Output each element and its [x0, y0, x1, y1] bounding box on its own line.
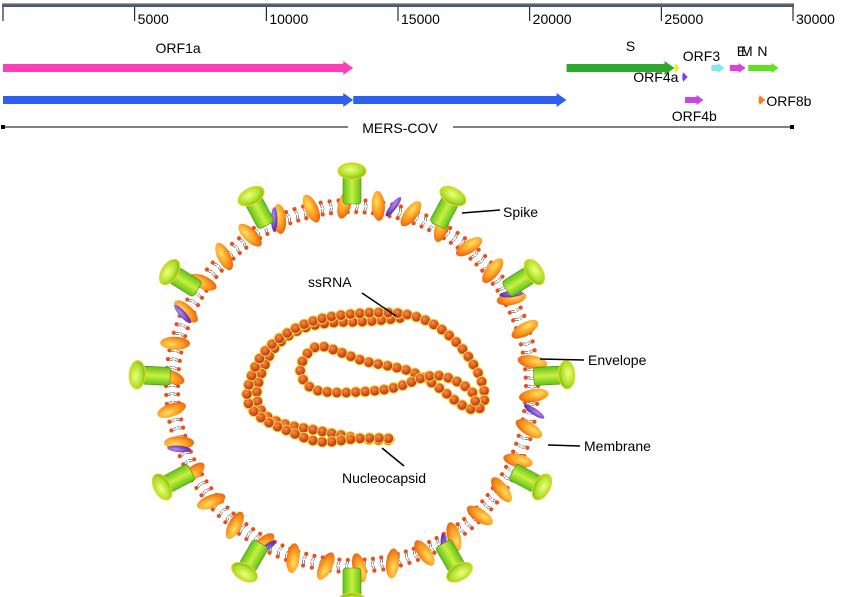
gene-arrow-orf3	[674, 63, 680, 73]
gene-arrow-orf4b	[685, 95, 704, 105]
spike-protein	[237, 185, 274, 229]
gene-arrow-orf1b-b	[353, 93, 567, 107]
spike-protein	[509, 464, 553, 501]
gene-label-m: M	[741, 43, 753, 59]
gene-arrow-orf1a	[3, 61, 354, 75]
spike-protein	[436, 539, 473, 583]
membrane-protein	[518, 388, 549, 403]
nucleocapsid-label: Nucleocapsid	[342, 470, 426, 486]
genome-map: 5000 10000 15000 20000 25000 30000 ORF1a S ORF3…	[1, 3, 835, 136]
membrane-label: Membrane	[584, 438, 651, 454]
membrane-protein	[215, 242, 233, 271]
genome-axis-ticks: 5000 10000 15000 20000 25000 30000	[2, 7, 835, 27]
genome-label: MERS-COV	[362, 120, 438, 136]
spike-label: Spike	[503, 204, 538, 220]
gene-arrow-e	[711, 63, 725, 73]
axis-tick-label: 30000	[796, 11, 835, 27]
membrane-protein	[517, 355, 548, 369]
membrane-protein	[385, 548, 400, 579]
envelope-protein	[167, 445, 192, 453]
nucleocapsid-beads	[241, 306, 491, 448]
spike-protein	[231, 539, 268, 583]
membrane-proteins	[128, 162, 576, 597]
membrane-protein	[371, 190, 385, 221]
gene-arrow-s	[566, 61, 675, 75]
gene-label-s: S	[626, 38, 635, 54]
membrane-protein	[238, 223, 262, 247]
envelope-callout: Envelope	[539, 352, 647, 368]
membrane-protein	[225, 511, 244, 539]
membrane-protein	[316, 552, 335, 580]
envelope-label: Envelope	[588, 352, 647, 368]
membrane-protein	[400, 201, 422, 227]
membrane-protein	[491, 477, 512, 503]
axis-tick-label: 25000	[664, 11, 703, 27]
envelope-protein	[523, 404, 545, 419]
spike-protein	[533, 360, 576, 390]
gene-label-orf4a: ORF4a	[633, 69, 678, 85]
membrane-protein	[482, 258, 504, 283]
genome-ruler-bar-highlight	[2, 3, 794, 5]
axis-tick-label: 20000	[533, 11, 572, 27]
gene-label-e: E	[737, 43, 746, 59]
membrane-protein	[414, 540, 435, 566]
gene-arrow-orf4a	[682, 72, 688, 82]
gene-arrow-orf8b	[758, 95, 766, 105]
spike-callout: Spike	[461, 204, 538, 220]
envelope-protein	[385, 197, 402, 217]
spike-protein	[430, 185, 467, 229]
gene-label-orf8b: ORF8b	[766, 93, 811, 109]
virion-diagram: Spike Envelope Membrane ssRNA Nucleocaps…	[128, 162, 651, 597]
spike-protein	[159, 258, 202, 297]
membrane-protein	[286, 543, 300, 574]
nucleocapsid-callout: Nucleocapsid	[342, 447, 426, 486]
membrane-protein	[515, 419, 543, 439]
membrane-protein	[160, 336, 191, 350]
membrane-protein	[197, 493, 226, 510]
genome-ruler-bar	[2, 3, 794, 7]
spike-protein	[337, 162, 367, 205]
envelope-protein	[271, 207, 278, 232]
spike-protein	[151, 464, 195, 501]
membrane-protein	[455, 237, 483, 257]
genome-gene-labels: ORF1a S ORF3 ORF4a ORF4b EM N ORF8b	[156, 38, 812, 124]
spike-protein	[128, 360, 171, 390]
gene-arrow-m	[729, 63, 746, 73]
membrane-protein	[503, 453, 533, 468]
membrane-protein	[511, 319, 539, 339]
ssrna-label: ssRNA	[308, 274, 352, 290]
axis-tick-label: 15000	[401, 11, 440, 27]
genome-genes	[3, 61, 779, 107]
spike-protein	[339, 567, 365, 597]
gene-arrow-orf1b-a	[3, 93, 354, 107]
membrane-protein	[466, 505, 493, 526]
membrane-protein	[302, 194, 321, 223]
genome-length-line	[1, 125, 794, 129]
gene-label-n: N	[757, 43, 767, 59]
axis-tick-label: 10000	[269, 11, 308, 27]
membrane-protein	[157, 402, 186, 418]
gene-arrow-n	[748, 63, 779, 73]
gene-label-orf1a: ORF1a	[156, 40, 201, 56]
gene-label-orf4b: ORF4b	[672, 108, 717, 124]
membrane-protein	[174, 300, 198, 323]
ssrna-callout: ssRNA	[308, 274, 397, 317]
nucleocapsid-ssrna	[241, 306, 491, 448]
membrane-callout: Membrane	[547, 438, 651, 454]
axis-tick-label: 5000	[138, 11, 169, 27]
gene-label-orf3: ORF3	[683, 48, 721, 64]
envelope-protein	[174, 304, 192, 324]
spike-protein	[502, 258, 545, 297]
